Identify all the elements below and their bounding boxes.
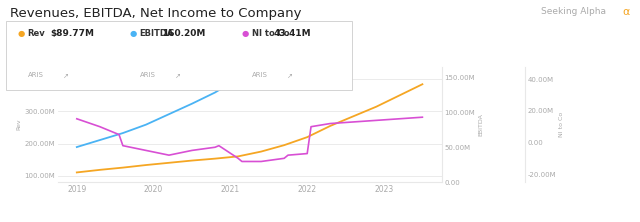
Text: ARIS: ARIS <box>28 72 44 79</box>
Text: ●: ● <box>129 29 136 38</box>
Text: ●: ● <box>17 29 24 38</box>
Text: ↗: ↗ <box>287 72 292 79</box>
Text: ↗: ↗ <box>175 72 180 79</box>
Y-axis label: EBITDA: EBITDA <box>478 113 483 136</box>
Text: NI to Co: NI to Co <box>252 29 289 38</box>
Y-axis label: NI to Co: NI to Co <box>559 112 564 137</box>
Text: EBITDA: EBITDA <box>140 29 174 38</box>
Text: 43.41M: 43.41M <box>274 29 312 38</box>
Y-axis label: Rev: Rev <box>16 119 21 130</box>
Text: ARIS: ARIS <box>252 72 268 79</box>
Text: α: α <box>622 7 630 17</box>
Text: ↗: ↗ <box>63 72 68 79</box>
Text: ARIS: ARIS <box>140 72 156 79</box>
Text: 160.20M: 160.20M <box>162 29 205 38</box>
Text: Rev: Rev <box>28 29 45 38</box>
Text: Revenues, EBITDA, Net Income to Company: Revenues, EBITDA, Net Income to Company <box>10 7 301 20</box>
Text: $89.77M: $89.77M <box>50 29 94 38</box>
Text: ●: ● <box>241 29 248 38</box>
Text: Seeking Alpha: Seeking Alpha <box>541 7 606 16</box>
